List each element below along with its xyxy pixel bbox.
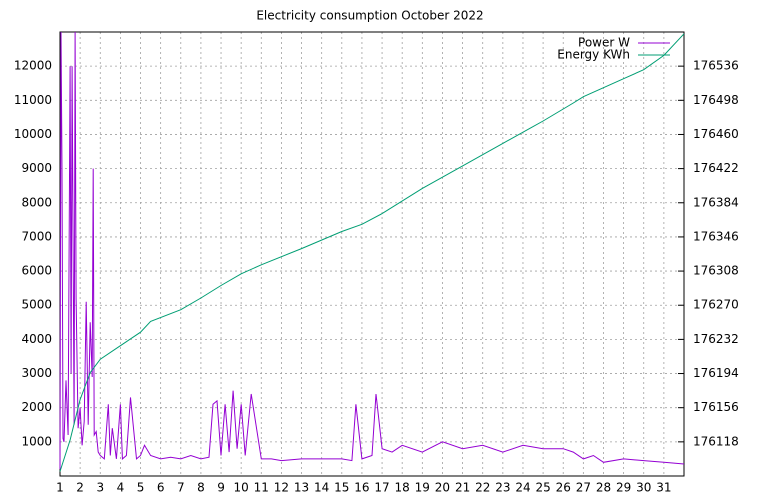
x-tick-label: 22 [475,481,490,495]
y-tick-label: 11000 [14,93,52,107]
x-tick-label: 10 [234,481,249,495]
x-tick-label: 21 [455,481,470,495]
y-tick-label: 12000 [14,59,52,73]
y-tick-label: 7000 [21,229,52,243]
y2-tick-label: 176194 [693,366,739,380]
y2-tick-label: 176118 [693,434,739,448]
x-tick-label: 1 [56,481,64,495]
y2-tick-label: 176270 [693,298,739,312]
x-tick-label: 14 [314,481,329,495]
x-tick-label: 5 [137,481,145,495]
x-tick-label: 27 [576,481,591,495]
x-tick-label: 13 [294,481,309,495]
x-tick-label: 6 [157,481,165,495]
y-tick-label: 6000 [21,264,52,278]
legend-label: Power W [578,36,630,50]
y-tick-label: 10000 [14,127,52,141]
y2-tick-label: 176498 [693,93,739,107]
x-tick-label: 26 [556,481,571,495]
legend-label: Energy KWh [557,48,630,62]
x-tick-label: 12 [274,481,289,495]
y2-tick-label: 176308 [693,264,739,278]
x-tick-label: 23 [495,481,510,495]
y-tick-label: 9000 [21,161,52,175]
y-tick-label: 2000 [21,400,52,414]
y2-tick-label: 176422 [693,161,739,175]
x-tick-label: 19 [415,481,430,495]
x-tick-label: 4 [117,481,125,495]
y2-tick-label: 176232 [693,332,739,346]
x-tick-label: 3 [96,481,104,495]
y-tick-label: 1000 [21,434,52,448]
y2-tick-label: 176156 [693,400,739,414]
x-tick-label: 2 [76,481,84,495]
y-tick-label: 8000 [21,195,52,209]
y2-tick-label: 176460 [693,127,739,141]
x-tick-label: 15 [334,481,349,495]
y2-tick-label: 176384 [693,195,739,209]
x-tick-label: 18 [395,481,410,495]
x-tick-label: 28 [596,481,611,495]
x-tick-label: 25 [535,481,550,495]
y2-tick-label: 176346 [693,229,739,243]
y-tick-label: 3000 [21,366,52,380]
x-tick-label: 8 [197,481,205,495]
x-tick-label: 29 [616,481,631,495]
x-tick-label: 24 [515,481,530,495]
y2-tick-label: 176536 [693,59,739,73]
x-tick-label: 20 [435,481,450,495]
series-line [59,33,685,472]
series-line [59,31,685,470]
x-tick-label: 11 [254,481,269,495]
x-tick-label: 16 [354,481,369,495]
x-tick-label: 31 [656,481,671,495]
x-tick-label: 9 [217,481,225,495]
y-tick-label: 4000 [21,332,52,346]
x-tick-label: 7 [177,481,185,495]
chart-title: Electricity consumption October 2022 [256,9,483,23]
plot-border [59,31,685,477]
y-tick-label: 5000 [21,298,52,312]
x-tick-label: 30 [636,481,651,495]
x-tick-label: 17 [374,481,389,495]
